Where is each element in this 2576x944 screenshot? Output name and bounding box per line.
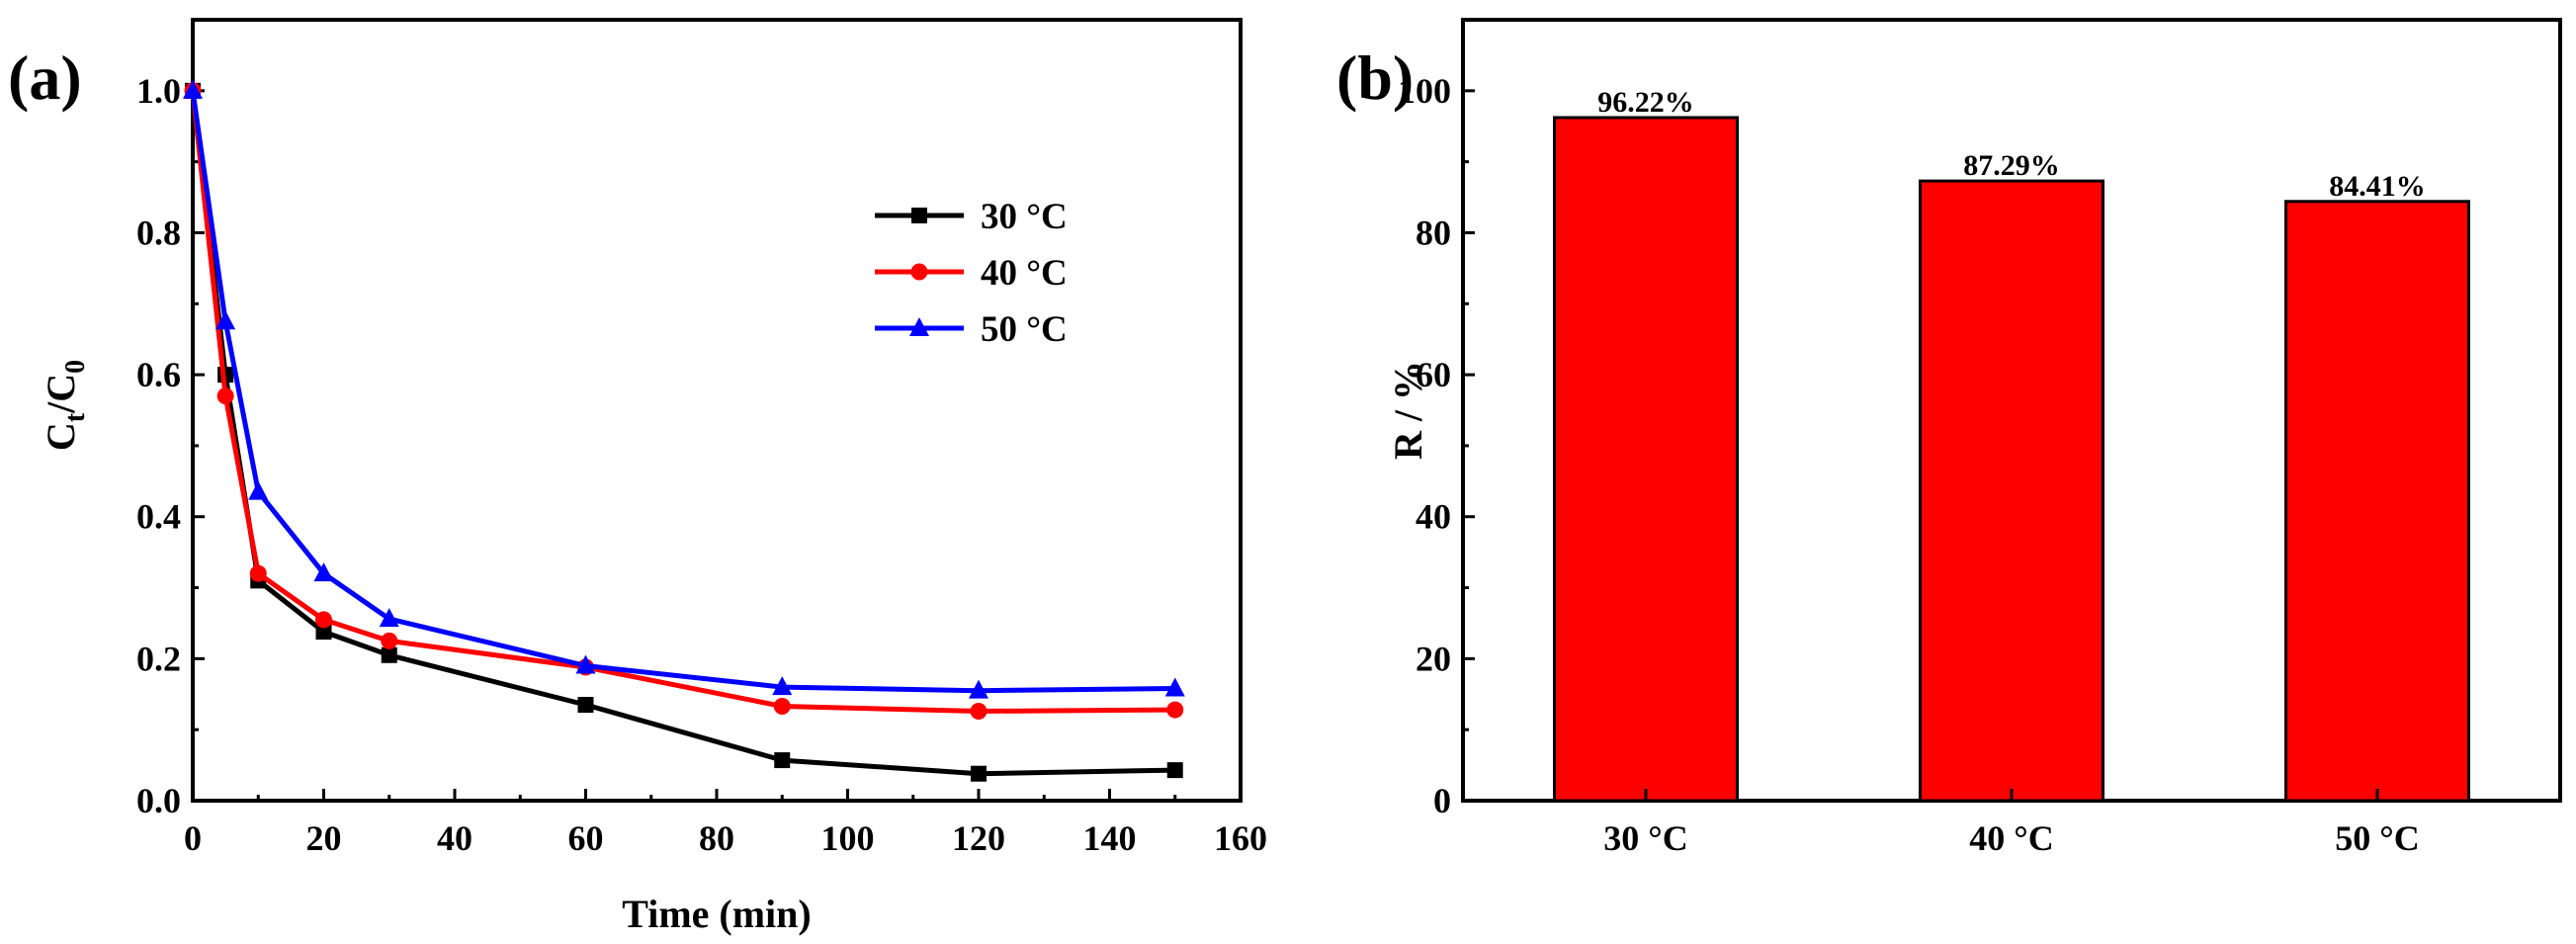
x-tick-label: 60 (568, 818, 604, 858)
x-tick-label: 40 (437, 818, 472, 858)
x-tick-label: 0 (184, 818, 202, 858)
panel-a-x-axis: 0 20 40 60 80 100 120 140 160 (184, 789, 1267, 858)
data-point (216, 387, 234, 405)
x-tick-label: 80 (699, 818, 734, 858)
y-title-slash-c: /C (39, 374, 83, 414)
x-category-label: 50 °C (2335, 818, 2419, 858)
bar (1553, 116, 1739, 803)
panel-a-y-axis-title: Ct/C0 (39, 360, 91, 451)
data-point (1166, 762, 1183, 779)
x-category-label: 30 °C (1603, 818, 1687, 858)
data-point (315, 611, 332, 629)
bar (2284, 200, 2470, 803)
y-title-sub-0: 0 (60, 360, 91, 374)
series-line (190, 90, 1175, 694)
bar-value-label: 87.29% (1963, 149, 2060, 182)
series-line (190, 90, 1175, 714)
data-point (1166, 701, 1184, 719)
y-tick-label: 0.8 (136, 213, 181, 252)
data-point (971, 765, 987, 782)
data-point (249, 564, 267, 582)
y-title-sub-t: t (60, 412, 91, 422)
y-title-c: C (39, 422, 83, 451)
data-point (248, 480, 269, 500)
panel-a-series (183, 79, 1185, 782)
data-point (577, 697, 594, 714)
y-tick-label: 0 (1433, 781, 1451, 820)
data-point (183, 79, 203, 99)
data-point (313, 562, 334, 582)
legend-marker (909, 317, 929, 336)
legend-label: 50 °C (981, 309, 1068, 350)
panel-a-y-axis: 0.0 0.2 0.4 0.6 0.8 1.0 (136, 18, 205, 820)
data-point (381, 646, 397, 663)
panel-a-label: (a) (8, 43, 82, 113)
data-point (215, 310, 236, 330)
x-category-label: 40 °C (1969, 818, 2053, 858)
series-line (190, 90, 1175, 777)
legend-label: 40 °C (981, 253, 1068, 294)
series-3 (183, 79, 1185, 699)
x-tick-label: 120 (952, 818, 1005, 858)
data-point (379, 608, 399, 628)
bar-value-label: 84.41% (2329, 170, 2426, 203)
data-point (774, 752, 791, 769)
y-tick-label: 0.0 (136, 781, 181, 820)
x-tick-label: 20 (306, 818, 342, 858)
legend-marker (911, 208, 927, 223)
y-tick-label: 100 (1398, 71, 1451, 111)
panel-b-y-axis-title: R / % (1386, 361, 1430, 460)
y-tick-label: 80 (1416, 213, 1451, 252)
bar-value-label: 96.22% (1597, 86, 1694, 119)
legend-marker (910, 263, 928, 281)
y-tick-label: 0.4 (136, 497, 181, 537)
panel-b-bars: 96.22% 30 °C 87.29% 40 °C 84.41% 50 °C (1553, 86, 2470, 858)
x-tick-label: 100 (821, 818, 875, 858)
x-tick-label: 160 (1214, 818, 1267, 858)
y-tick-label: 60 (1416, 355, 1451, 394)
panel-a-plot-frame (191, 18, 1243, 803)
data-point (575, 654, 596, 674)
series-2 (184, 82, 1184, 721)
data-point (1164, 677, 1185, 697)
bar (1919, 179, 2104, 803)
legend-label: 30 °C (981, 197, 1068, 237)
y-tick-label: 20 (1416, 639, 1451, 678)
data-point (315, 624, 332, 641)
panel-a-legend: 30 °C 40 °C 50 °C (875, 197, 1068, 350)
y-tick-label: 0.6 (136, 355, 181, 394)
panel-a: (a) 0 20 40 60 80 100 120 140 160 0.00.20.40.60.… (8, 18, 1267, 936)
data-point (969, 679, 988, 699)
y-tick-label: 0.2 (136, 639, 181, 678)
data-point (772, 676, 793, 696)
x-tick-label: 140 (1083, 818, 1137, 858)
y-tick-label: 40 (1416, 497, 1451, 537)
panel-b-label: (b) (1336, 43, 1414, 113)
data-point (381, 632, 398, 649)
panel-b: (b) 0 20 40 60 80 100 96.22% 30 °C 87.29% 40 °C 8… (1336, 18, 2562, 858)
data-point (773, 697, 791, 715)
y-tick-label: 1.0 (136, 71, 181, 111)
panel-a-x-axis-title: Time (min) (622, 892, 811, 936)
data-point (970, 703, 987, 721)
panel-b-y-axis: 0 20 40 60 80 100 (1398, 18, 1475, 820)
